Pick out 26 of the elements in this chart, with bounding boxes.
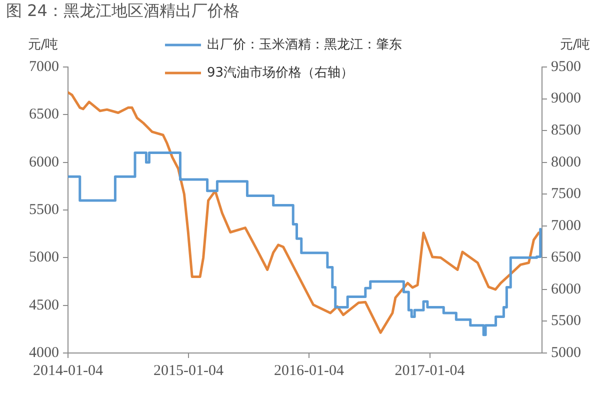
y2-tick-label: 9500: [551, 58, 581, 75]
y2-tick-label: 9000: [551, 90, 581, 107]
y-tick-label: 7000: [29, 58, 59, 75]
y2-tick-label: 6500: [551, 250, 581, 266]
y2-tick-label: 7500: [551, 186, 581, 202]
x-tick-label: 2014-01-04: [33, 362, 104, 379]
y-tick-label: 5000: [29, 250, 59, 266]
y2-tick-label: 7000: [551, 218, 581, 234]
x-tick-label: 2017-01-04: [394, 362, 466, 379]
legend-label: 93汽油市场价格（右轴）: [207, 65, 354, 80]
y-axis-title: 元/吨: [28, 37, 58, 52]
y2-tick-label: 5000: [551, 344, 581, 361]
legend-label: 出厂价：玉米酒精：黑龙江：肇东: [207, 37, 402, 52]
y2-tick-label: 8500: [551, 122, 581, 138]
y-tick-label: 4000: [29, 344, 59, 361]
y-tick-label: 6000: [29, 154, 59, 170]
y-tick-label: 4500: [29, 297, 59, 314]
x-tick-label: 2016-01-04: [274, 362, 344, 379]
y-tick-label: 5500: [29, 202, 59, 218]
y2-tick-label: 8000: [551, 154, 581, 170]
y-tick-label: 6500: [29, 106, 59, 123]
x-tick-label: 2015-01-04: [153, 362, 224, 379]
y2-tick-label: 6000: [551, 281, 581, 298]
chart-title: 图 24：黑龙江地区酒精出厂价格: [6, 1, 240, 20]
y2-axis-title: 元/吨: [560, 37, 590, 52]
y2-tick-label: 5500: [551, 313, 581, 330]
